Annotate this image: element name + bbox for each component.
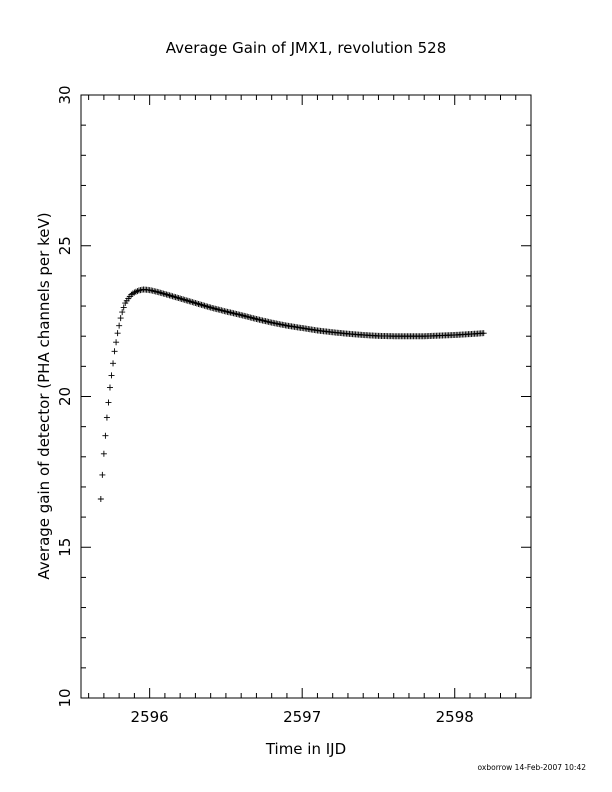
x-tick-labels: 2596 2597 2598 — [131, 708, 474, 726]
data-point-marker — [480, 330, 487, 337]
data-point-marker — [117, 315, 124, 322]
data-point-marker — [161, 290, 168, 297]
data-point-marker — [110, 360, 117, 367]
data-point-marker — [111, 348, 118, 355]
data-point-marker — [129, 290, 136, 297]
data-point-marker — [132, 288, 139, 295]
data-point-marker — [180, 296, 187, 303]
data-point-marker — [198, 301, 205, 308]
data-point-marker — [163, 291, 170, 298]
data-point-marker — [203, 303, 210, 310]
data-point-marker — [186, 298, 193, 305]
data-point-marker — [190, 299, 197, 306]
data-point-marker — [97, 496, 104, 503]
data-point-marker — [114, 330, 121, 337]
data-point-marker — [183, 297, 190, 304]
chart-title: Average Gain of JMX1, revolution 528 — [166, 39, 447, 57]
x-axis-label: Time in IJD — [265, 740, 346, 758]
data-point-marker — [116, 322, 123, 329]
y-tick-labels: 10 15 20 25 30 — [56, 85, 74, 707]
data-point-marker — [128, 291, 135, 298]
data-point-marker — [113, 339, 120, 346]
data-point-marker — [168, 292, 174, 299]
data-point-marker — [187, 298, 194, 305]
data-point-marker — [184, 297, 191, 304]
data-point-marker — [169, 293, 176, 300]
y-tick-label: 10 — [56, 688, 74, 707]
data-point-marker — [172, 294, 179, 301]
data-point-marker — [100, 450, 107, 457]
data-point-marker — [196, 301, 203, 308]
y-tick-label: 30 — [56, 85, 74, 104]
data-point-marker — [108, 372, 115, 379]
data-point-marker — [105, 399, 112, 406]
data-point-marker — [131, 289, 138, 296]
y-axis-label: Average gain of detector (PHA channels p… — [35, 212, 53, 579]
data-point-marker — [193, 300, 200, 307]
data-point-marker — [206, 304, 213, 311]
data-point-marker — [201, 302, 208, 309]
data-point-marker — [181, 296, 188, 303]
data-point-marker — [99, 471, 106, 478]
data-point-marker — [174, 294, 181, 301]
data-point-marker — [103, 414, 110, 421]
plot-frame — [80, 94, 532, 699]
data-point-marker — [204, 303, 211, 310]
data-point-marker — [200, 302, 207, 309]
data-point-marker — [119, 309, 126, 316]
x-tick-label: 2596 — [131, 708, 169, 726]
data-point-marker — [177, 295, 184, 302]
data-point-marker — [195, 300, 202, 307]
data-point-marker — [166, 292, 173, 299]
data-point-marker — [192, 300, 199, 307]
data-point-marker — [175, 295, 182, 302]
data-points — [97, 286, 487, 503]
footer-stamp: oxborrow 14-Feb-2007 10:42 — [478, 763, 587, 772]
x-tick-label: 2597 — [283, 708, 321, 726]
data-point-marker — [171, 293, 178, 300]
data-point-marker — [164, 291, 171, 298]
data-point-marker — [178, 295, 185, 302]
data-point-marker — [106, 384, 113, 391]
axis-ticks — [81, 94, 532, 699]
data-point-marker — [189, 299, 196, 306]
y-tick-label: 25 — [56, 236, 74, 255]
x-tick-label: 2598 — [436, 708, 474, 726]
data-point-marker — [120, 304, 127, 311]
y-tick-label: 20 — [56, 387, 74, 406]
data-point-marker — [134, 288, 141, 295]
y-tick-label: 15 — [56, 538, 74, 557]
data-point-marker — [102, 432, 109, 439]
